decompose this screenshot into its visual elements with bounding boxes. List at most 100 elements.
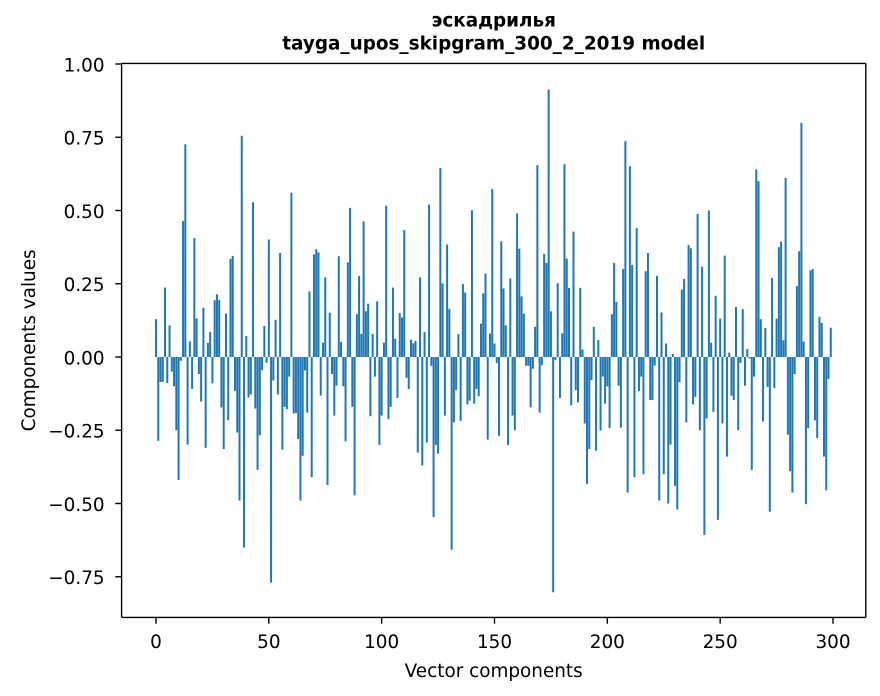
bar-component-84 [344, 357, 347, 442]
bar-component-275 [775, 318, 778, 357]
bar-component-255 [730, 357, 733, 396]
bar-component-85 [346, 262, 349, 357]
bar-component-205 [617, 357, 620, 386]
bar-component-291 [811, 269, 814, 357]
bar-component-9 [175, 357, 178, 431]
bar-component-89 [355, 314, 358, 357]
bar-component-201 [608, 357, 611, 428]
axis-ticks [115, 63, 834, 624]
bar-component-270 [764, 327, 767, 357]
bar-component-219 [649, 357, 652, 401]
bar-component-26 [213, 300, 216, 357]
bar-component-191 [586, 357, 589, 484]
bar-component-87 [351, 357, 354, 407]
bar-component-214 [637, 357, 640, 392]
bar-component-109 [400, 317, 403, 357]
bar-component-180 [561, 333, 564, 357]
bar-component-83 [342, 357, 345, 387]
bar-component-250 [719, 318, 722, 357]
bar-component-254 [728, 352, 731, 357]
bar-component-178 [556, 283, 559, 357]
bar-component-274 [773, 357, 776, 389]
bar-component-260 [741, 309, 744, 357]
bar-component-299 [829, 327, 832, 357]
bar-component-167 [531, 357, 534, 369]
bar-component-193 [590, 357, 593, 381]
bar-component-150 [493, 343, 496, 357]
bar-component-33 [229, 258, 232, 358]
x-tick-label-200: 200 [590, 632, 625, 653]
bar-component-18 [195, 318, 198, 357]
bar-component-15 [188, 341, 191, 357]
bar-component-130 [448, 308, 451, 357]
bar-component-268 [759, 319, 762, 357]
bar-component-30 [222, 357, 225, 449]
bar-component-104 [389, 357, 392, 407]
bar-component-107 [396, 357, 399, 399]
bar-component-90 [358, 276, 361, 357]
bar-component-61 [292, 357, 295, 414]
bar-component-266 [755, 169, 758, 357]
bar-component-174 [547, 89, 550, 358]
bar-component-102 [385, 205, 388, 357]
bar-component-2 [159, 357, 162, 382]
bar-component-208 [624, 141, 627, 357]
bar-component-229 [671, 353, 674, 357]
bar-component-8 [173, 357, 176, 387]
bar-component-92 [362, 221, 365, 357]
bar-component-1 [157, 357, 160, 441]
bar-component-131 [450, 357, 453, 550]
bar-component-213 [635, 228, 638, 357]
bar-component-28 [218, 299, 221, 358]
bar-component-24 [209, 332, 212, 358]
bar-component-16 [191, 357, 194, 389]
bar-component-297 [825, 357, 828, 491]
bar-component-29 [220, 357, 223, 408]
bar-component-98 [376, 301, 379, 357]
bar-component-217 [644, 271, 647, 357]
bar-component-165 [527, 357, 530, 366]
bar-component-115 [414, 340, 417, 357]
y-tick-label-0.75: 0.75 [64, 129, 105, 150]
bar-component-139 [468, 357, 471, 401]
x-tick-label-250: 250 [703, 632, 738, 653]
bar-component-200 [606, 357, 609, 387]
bar-component-86 [349, 207, 352, 357]
bar-component-222 [655, 275, 658, 357]
bar-component-212 [633, 357, 636, 478]
bar-component-199 [604, 357, 607, 404]
bar-component-99 [378, 357, 381, 445]
bar-component-39 [243, 357, 246, 548]
bar-component-136 [461, 284, 464, 357]
bar-component-235 [685, 357, 688, 423]
bar-component-103 [387, 357, 390, 420]
bar-component-79 [333, 357, 336, 416]
bar-component-21 [202, 307, 205, 357]
bar-component-48 [263, 325, 266, 357]
bar-component-290 [809, 270, 812, 357]
bar-component-158 [511, 357, 514, 416]
bar-component-156 [507, 357, 510, 445]
bar-component-215 [640, 357, 643, 377]
bar-component-76 [326, 357, 329, 486]
bar-component-295 [820, 323, 823, 357]
y-tick-label-0.00: 0.00 [64, 348, 105, 369]
bar-component-10 [177, 357, 180, 481]
bar-component-186 [574, 357, 577, 391]
bar-component-53 [274, 319, 277, 357]
y-tick-label-−0.25: −0.25 [48, 422, 104, 443]
bar-component-294 [818, 316, 821, 357]
bar-component-47 [261, 357, 264, 371]
bar-component-145 [482, 293, 485, 357]
bar-component-154 [502, 288, 505, 357]
bar-component-147 [486, 357, 489, 440]
bar-component-72 [317, 252, 320, 357]
bar-component-43 [252, 202, 255, 357]
bar-component-41 [247, 357, 250, 398]
bar-component-185 [572, 231, 575, 357]
bar-component-278 [782, 340, 785, 357]
bar-component-271 [766, 357, 769, 387]
bar-component-285 [798, 251, 801, 357]
bar-component-257 [734, 306, 737, 357]
bar-component-56 [281, 357, 284, 450]
